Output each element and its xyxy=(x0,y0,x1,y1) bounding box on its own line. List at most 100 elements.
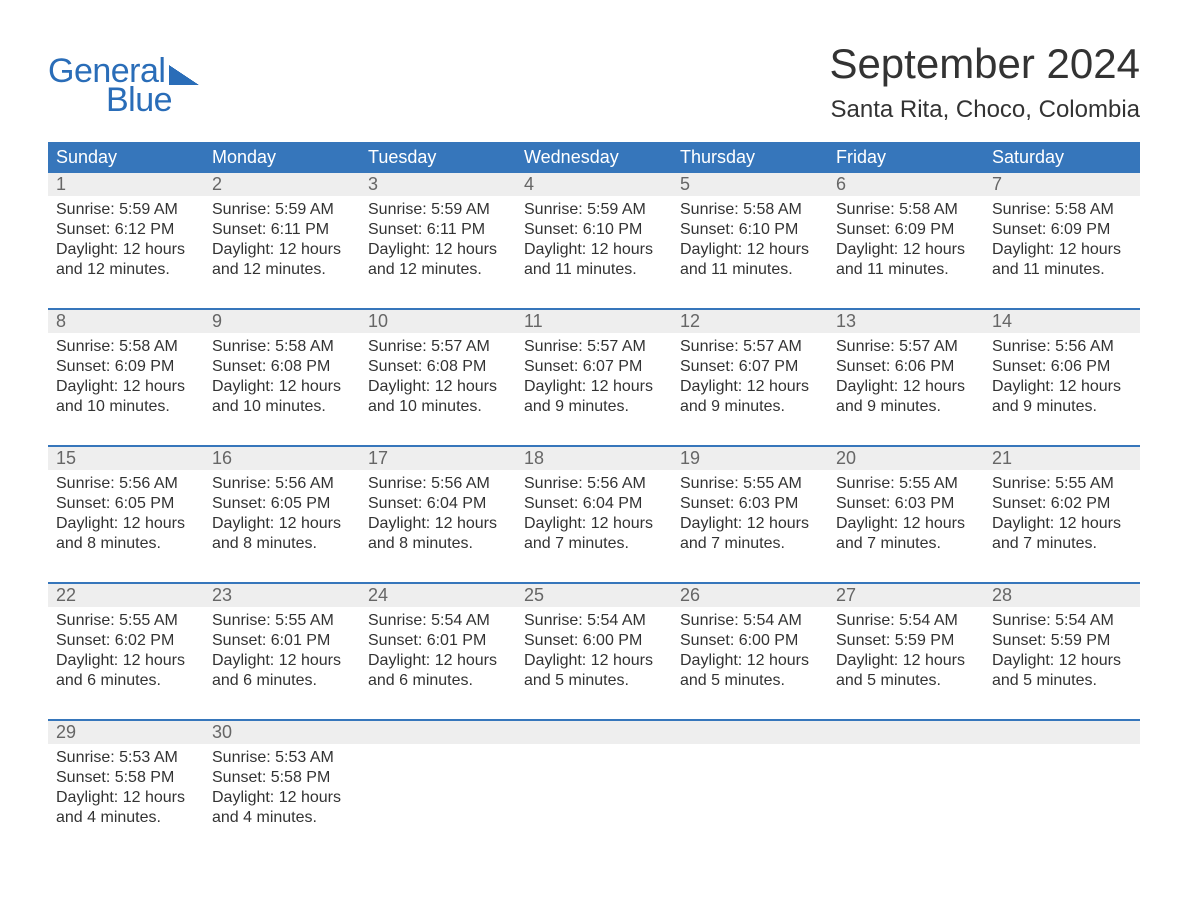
daylight-line2: and 7 minutes. xyxy=(680,534,820,554)
daylight-line1: Daylight: 12 hours xyxy=(680,240,820,260)
sunset-text: Sunset: 5:59 PM xyxy=(836,631,976,651)
sunset-text: Sunset: 6:02 PM xyxy=(992,494,1132,514)
day-number: 30 xyxy=(204,721,360,744)
day-number: 26 xyxy=(672,584,828,607)
daynum-row: 2930 xyxy=(48,721,1140,744)
daylight-line1: Daylight: 12 hours xyxy=(836,377,976,397)
daylight-line2: and 7 minutes. xyxy=(836,534,976,554)
daylight-line2: and 12 minutes. xyxy=(368,260,508,280)
sunrise-text: Sunrise: 5:58 AM xyxy=(680,200,820,220)
daylight-line1: Daylight: 12 hours xyxy=(992,514,1132,534)
day-cell: Sunrise: 5:55 AMSunset: 6:01 PMDaylight:… xyxy=(204,607,360,719)
sunset-text: Sunset: 6:05 PM xyxy=(56,494,196,514)
day-number: 13 xyxy=(828,310,984,333)
daylight-line1: Daylight: 12 hours xyxy=(680,651,820,671)
day-cell: Sunrise: 5:55 AMSunset: 6:03 PMDaylight:… xyxy=(828,470,984,582)
daylight-line1: Daylight: 12 hours xyxy=(524,514,664,534)
sunrise-text: Sunrise: 5:54 AM xyxy=(368,611,508,631)
daylight-line1: Daylight: 12 hours xyxy=(680,514,820,534)
sunset-text: Sunset: 6:09 PM xyxy=(992,220,1132,240)
page-title: September 2024 xyxy=(829,40,1140,88)
sunrise-text: Sunrise: 5:59 AM xyxy=(368,200,508,220)
sunrise-text: Sunrise: 5:59 AM xyxy=(212,200,352,220)
content-row: Sunrise: 5:59 AMSunset: 6:12 PMDaylight:… xyxy=(48,196,1140,308)
sunrise-text: Sunrise: 5:55 AM xyxy=(680,474,820,494)
day-header-row: Sunday Monday Tuesday Wednesday Thursday… xyxy=(48,142,1140,173)
day-number: 7 xyxy=(984,173,1140,196)
daylight-line2: and 6 minutes. xyxy=(56,671,196,691)
day-cell: Sunrise: 5:55 AMSunset: 6:03 PMDaylight:… xyxy=(672,470,828,582)
day-number: 10 xyxy=(360,310,516,333)
daylight-line1: Daylight: 12 hours xyxy=(56,651,196,671)
daylight-line1: Daylight: 12 hours xyxy=(992,377,1132,397)
daylight-line1: Daylight: 12 hours xyxy=(524,651,664,671)
sunset-text: Sunset: 6:03 PM xyxy=(836,494,976,514)
day-cell: Sunrise: 5:56 AMSunset: 6:04 PMDaylight:… xyxy=(516,470,672,582)
daylight-line1: Daylight: 12 hours xyxy=(368,651,508,671)
daylight-line1: Daylight: 12 hours xyxy=(524,240,664,260)
sunrise-text: Sunrise: 5:54 AM xyxy=(524,611,664,631)
day-cell: Sunrise: 5:53 AMSunset: 5:58 PMDaylight:… xyxy=(48,744,204,856)
sunset-text: Sunset: 5:58 PM xyxy=(56,768,196,788)
daylight-line1: Daylight: 12 hours xyxy=(56,514,196,534)
sunset-text: Sunset: 6:12 PM xyxy=(56,220,196,240)
day-cell: Sunrise: 5:59 AMSunset: 6:12 PMDaylight:… xyxy=(48,196,204,308)
day-cell: Sunrise: 5:59 AMSunset: 6:11 PMDaylight:… xyxy=(204,196,360,308)
day-number: 24 xyxy=(360,584,516,607)
day-cell: Sunrise: 5:54 AMSunset: 6:01 PMDaylight:… xyxy=(360,607,516,719)
day-cell: Sunrise: 5:59 AMSunset: 6:10 PMDaylight:… xyxy=(516,196,672,308)
daylight-line1: Daylight: 12 hours xyxy=(212,788,352,808)
sunset-text: Sunset: 6:10 PM xyxy=(524,220,664,240)
sunset-text: Sunset: 6:06 PM xyxy=(836,357,976,377)
sunset-text: Sunset: 6:09 PM xyxy=(56,357,196,377)
daylight-line2: and 6 minutes. xyxy=(212,671,352,691)
day-cell: Sunrise: 5:54 AMSunset: 5:59 PMDaylight:… xyxy=(828,607,984,719)
daylight-line1: Daylight: 12 hours xyxy=(836,240,976,260)
day-number: 22 xyxy=(48,584,204,607)
daylight-line2: and 9 minutes. xyxy=(524,397,664,417)
content-row: Sunrise: 5:58 AMSunset: 6:09 PMDaylight:… xyxy=(48,333,1140,445)
sunset-text: Sunset: 6:07 PM xyxy=(524,357,664,377)
daylight-line1: Daylight: 12 hours xyxy=(836,514,976,534)
sunrise-text: Sunrise: 5:55 AM xyxy=(56,611,196,631)
dayhead-wed: Wednesday xyxy=(516,142,672,173)
sunset-text: Sunset: 6:11 PM xyxy=(368,220,508,240)
day-number xyxy=(672,721,828,744)
dayhead-thu: Thursday xyxy=(672,142,828,173)
day-cell: Sunrise: 5:58 AMSunset: 6:09 PMDaylight:… xyxy=(828,196,984,308)
daylight-line2: and 5 minutes. xyxy=(836,671,976,691)
location-subtitle: Santa Rita, Choco, Colombia xyxy=(829,96,1140,124)
sunrise-text: Sunrise: 5:56 AM xyxy=(368,474,508,494)
day-cell: Sunrise: 5:57 AMSunset: 6:07 PMDaylight:… xyxy=(516,333,672,445)
daylight-line1: Daylight: 12 hours xyxy=(212,651,352,671)
sunrise-text: Sunrise: 5:58 AM xyxy=(212,337,352,357)
daylight-line2: and 9 minutes. xyxy=(680,397,820,417)
sunrise-text: Sunrise: 5:58 AM xyxy=(992,200,1132,220)
sunrise-text: Sunrise: 5:57 AM xyxy=(836,337,976,357)
content-row: Sunrise: 5:53 AMSunset: 5:58 PMDaylight:… xyxy=(48,744,1140,856)
sunset-text: Sunset: 5:58 PM xyxy=(212,768,352,788)
daylight-line1: Daylight: 12 hours xyxy=(836,651,976,671)
day-cell xyxy=(828,744,984,856)
dayhead-tue: Tuesday xyxy=(360,142,516,173)
daylight-line1: Daylight: 12 hours xyxy=(56,377,196,397)
daylight-line1: Daylight: 12 hours xyxy=(524,377,664,397)
day-number: 18 xyxy=(516,447,672,470)
day-cell: Sunrise: 5:55 AMSunset: 6:02 PMDaylight:… xyxy=(48,607,204,719)
day-number: 4 xyxy=(516,173,672,196)
daylight-line2: and 9 minutes. xyxy=(836,397,976,417)
sunrise-text: Sunrise: 5:59 AM xyxy=(524,200,664,220)
daylight-line1: Daylight: 12 hours xyxy=(212,514,352,534)
day-cell xyxy=(360,744,516,856)
sunset-text: Sunset: 6:05 PM xyxy=(212,494,352,514)
day-cell: Sunrise: 5:56 AMSunset: 6:05 PMDaylight:… xyxy=(204,470,360,582)
daylight-line2: and 11 minutes. xyxy=(992,260,1132,280)
sunrise-text: Sunrise: 5:59 AM xyxy=(56,200,196,220)
sunset-text: Sunset: 6:07 PM xyxy=(680,357,820,377)
sunset-text: Sunset: 6:11 PM xyxy=(212,220,352,240)
daylight-line2: and 7 minutes. xyxy=(524,534,664,554)
day-cell: Sunrise: 5:55 AMSunset: 6:02 PMDaylight:… xyxy=(984,470,1140,582)
daylight-line2: and 11 minutes. xyxy=(836,260,976,280)
sunset-text: Sunset: 6:06 PM xyxy=(992,357,1132,377)
day-cell xyxy=(516,744,672,856)
